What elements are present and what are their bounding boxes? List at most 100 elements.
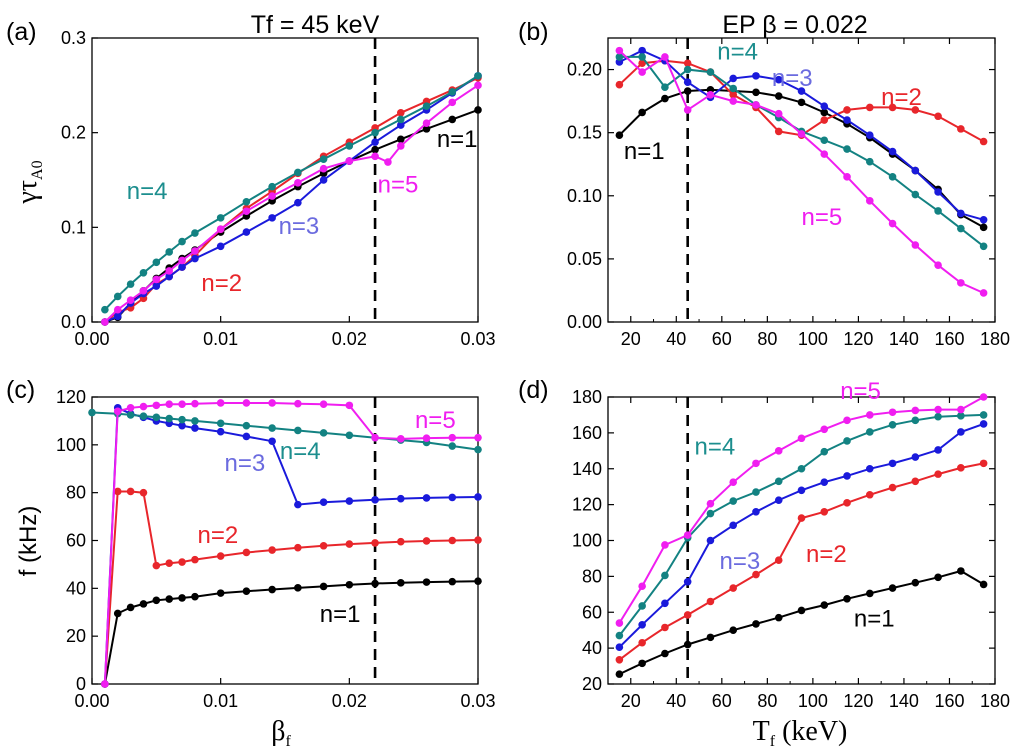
x-tick-label-d: 20	[621, 691, 641, 711]
data-point-c-n5	[474, 433, 482, 442]
data-point-d-n4	[865, 428, 874, 436]
data-point-b-n5	[752, 101, 760, 109]
data-point-d-n4	[752, 488, 760, 496]
data-point-b-n2	[683, 59, 692, 68]
data-point-c-n1	[126, 603, 135, 612]
data-point-d-n3	[683, 577, 692, 586]
data-point-c-n1	[242, 587, 251, 596]
data-point-b-n5	[911, 241, 920, 249]
y-tick-label-a: 0.1	[61, 217, 86, 237]
x-tick-label-b: 160	[934, 329, 964, 349]
x-tick-label-b: 140	[889, 329, 919, 349]
data-point-d-n1	[797, 606, 806, 615]
data-point-a-n5	[139, 286, 148, 295]
x-tick-label-c: 0.00	[74, 691, 109, 711]
data-point-c-n4	[88, 408, 96, 417]
data-point-a-n4	[397, 115, 405, 124]
data-point-a-n5	[397, 142, 405, 150]
x-tick-label-b: 120	[843, 329, 873, 349]
data-point-c-n1	[345, 580, 354, 589]
data-point-b-n3	[865, 131, 874, 139]
data-point-d-n5	[661, 541, 669, 549]
series-label-b-n4: n=4	[717, 38, 758, 65]
panel-label-a: (a)	[6, 18, 37, 46]
data-point-a-n4	[152, 258, 161, 267]
data-point-c-n5	[152, 401, 161, 410]
plot-frame-a	[91, 37, 479, 323]
data-point-d-n1	[752, 620, 760, 628]
data-point-b-n2	[638, 59, 646, 68]
data-point-c-n5	[319, 400, 328, 408]
x-tick-label-b: 80	[757, 329, 777, 349]
data-point-a-n5	[371, 152, 379, 161]
data-point-b-n1	[615, 131, 624, 139]
data-point-b-n4	[843, 145, 851, 153]
data-point-a-n4	[242, 197, 251, 206]
y-tick-label-c: 100	[56, 435, 86, 455]
data-point-d-n5	[911, 406, 920, 415]
data-point-a-n4	[345, 142, 354, 150]
data-point-b-n4	[638, 53, 646, 61]
y-tick-label-d: 80	[582, 566, 602, 586]
y-tick-label-d: 120	[572, 495, 602, 515]
data-point-c-n1	[191, 592, 199, 601]
data-point-c-n1	[422, 578, 431, 586]
x-tick-label-a: 0.01	[203, 329, 238, 349]
data-point-a-n3	[152, 282, 161, 290]
data-point-a-n3	[397, 121, 405, 129]
data-point-b-n5	[706, 91, 715, 99]
y-tick-label-d: 40	[582, 638, 602, 658]
panel-label-b: (b)	[518, 18, 549, 46]
data-point-d-n2	[797, 514, 806, 522]
data-point-b-n4	[729, 84, 738, 93]
series-label-a-n1: n=1	[437, 126, 478, 153]
data-point-c-n2	[448, 536, 457, 545]
data-point-d-n5	[729, 478, 738, 487]
data-point-c-n5	[371, 433, 379, 442]
data-point-d-n4	[934, 412, 942, 421]
plot-frame-b	[607, 37, 996, 323]
data-point-d-n5	[683, 531, 692, 539]
data-point-a-n4	[448, 88, 457, 96]
data-point-a-n5	[126, 296, 135, 305]
data-point-d-n2	[706, 597, 715, 606]
series-label-a-n2: n=2	[201, 270, 242, 297]
data-point-b-n3	[683, 78, 692, 86]
y-tick-label-b: 0.15	[567, 123, 602, 143]
series-label-d-n5: n=5	[840, 378, 881, 405]
data-point-d-n1	[934, 573, 942, 582]
data-point-d-n5	[865, 411, 874, 419]
x-tick-label-b: 100	[798, 329, 828, 349]
data-point-c-n1	[319, 582, 328, 591]
data-point-d-n3	[911, 453, 920, 461]
data-point-b-n1	[683, 87, 692, 95]
data-point-c-n1	[294, 584, 302, 592]
y-tick-label-d: 100	[572, 531, 602, 551]
x-tick-label-d: 40	[666, 691, 686, 711]
x-axis-title-c-main: β	[271, 716, 285, 747]
data-point-d-n4	[820, 447, 829, 456]
y-tick-label-a: 0.2	[61, 123, 86, 143]
data-point-c-n5	[448, 433, 457, 442]
data-point-c-n3	[191, 424, 199, 432]
data-point-c-n4	[242, 421, 251, 430]
data-point-c-n5	[294, 399, 302, 408]
data-point-b-n5	[934, 261, 942, 270]
data-point-c-n4	[294, 426, 302, 435]
data-point-c-n4	[126, 411, 135, 419]
data-point-d-n4	[979, 411, 988, 419]
data-point-b-n3	[729, 74, 738, 83]
data-point-d-n5	[888, 408, 897, 417]
data-point-a-n3	[191, 254, 199, 263]
data-point-b-n5	[661, 53, 669, 61]
data-point-a-n5	[474, 81, 482, 90]
panel-label-c: (c)	[6, 376, 35, 404]
series-label-c-n3: n=3	[225, 450, 266, 477]
data-point-b-n2	[729, 91, 738, 99]
data-point-a-n5	[319, 164, 328, 173]
data-point-b-n4	[957, 224, 965, 233]
data-point-b-n4	[683, 65, 692, 74]
data-point-b-n2	[820, 116, 829, 124]
x-tick-label-d: 160	[934, 691, 964, 711]
